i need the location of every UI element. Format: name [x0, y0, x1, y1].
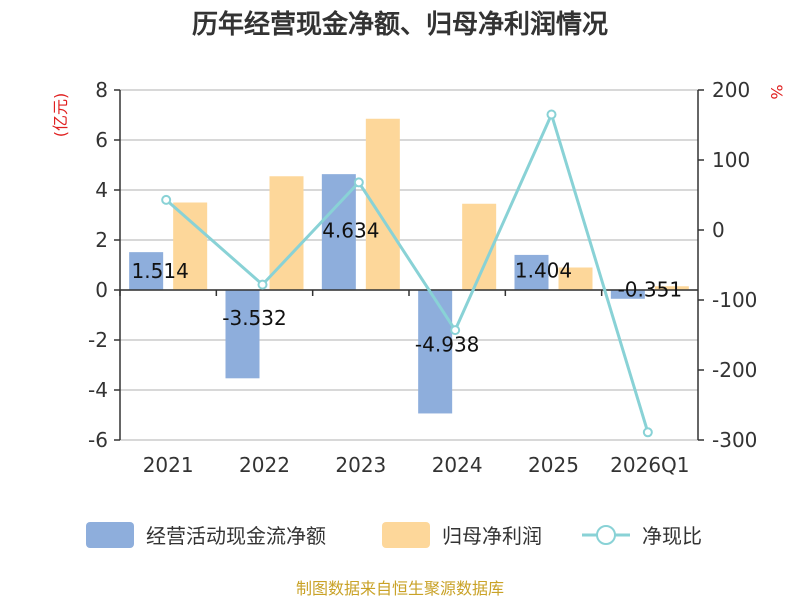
line-series [161, 109, 653, 438]
x-tick-label: 2026Q1 [610, 453, 689, 477]
x-tick-label: 2022 [239, 453, 290, 477]
right-tick-label: 0 [712, 218, 725, 242]
left-tick-label: -2 [88, 328, 108, 352]
cashflow-bar [129, 252, 164, 290]
legend-swatch-cashflow [86, 522, 134, 548]
net-cash-ratio-point [257, 279, 268, 290]
net-profit-bar [173, 202, 208, 290]
cashflow-bar [610, 290, 645, 299]
chart-title: 历年经营现金净额、归母净利润情况 [192, 9, 608, 40]
legend-swatch-ratio-marker [596, 525, 616, 545]
axes: -6 -4 -2 0 2 4 6 8 -300 -200 -100 0 100 200 2021 2022 20… [88, 78, 757, 477]
net-cash-ratio-line [165, 110, 650, 433]
right-tick-label: 200 [712, 78, 750, 102]
data-labels: 1.514 -3.532 4.634 -4.938 1.404 -0.351 [132, 219, 683, 357]
left-tick-label: 4 [95, 178, 108, 202]
net-cash-ratio-point [642, 427, 653, 438]
legend-label-net-profit: 归母净利润 [442, 524, 542, 548]
x-tick-label: 2024 [432, 453, 483, 477]
cashflow-bar [225, 290, 260, 379]
x-tick-label: 2023 [335, 453, 386, 477]
net-profit-bar [365, 118, 400, 290]
left-tick-label: 6 [95, 128, 108, 152]
cashflow-data-label: 1.404 [515, 259, 572, 283]
net-profit-bar [558, 267, 593, 290]
right-tick-label: -300 [712, 428, 757, 452]
cashflow-data-label: -0.351 [618, 277, 682, 301]
net-cash-ratio-point [546, 109, 557, 120]
legend-label-ratio: 净现比 [642, 524, 702, 548]
x-tick-label: 2021 [143, 453, 194, 477]
cashflow-bar [514, 254, 549, 290]
left-tick-label: 0 [95, 278, 108, 302]
left-tick-label: -6 [88, 428, 108, 452]
net-profit-bar [654, 286, 689, 290]
left-tick-label: 8 [95, 78, 108, 102]
cashflow-data-label: 1.514 [132, 259, 189, 283]
legend-swatch-net-profit [382, 522, 430, 548]
legend: 经营活动现金流净额 归母净利润 净现比 [86, 522, 702, 548]
cashflow-data-label: -4.938 [415, 332, 479, 356]
x-tick-label: 2025 [528, 453, 579, 477]
left-tick-label: 2 [95, 228, 108, 252]
cashflow-bar [418, 290, 453, 414]
right-tick-label: -200 [712, 358, 757, 382]
right-tick-label: -100 [712, 288, 757, 312]
left-axis-unit: (亿元) [51, 93, 70, 138]
right-tick-label: 100 [712, 148, 750, 172]
cashflow-data-label: -3.532 [222, 306, 286, 330]
data-source-note: 制图数据来自恒生聚源数据库 [296, 579, 504, 598]
bar-series [129, 118, 689, 414]
right-axis-unit: % [767, 84, 786, 99]
left-tick-label: -4 [88, 378, 108, 402]
cashflow-data-label: 4.634 [322, 219, 379, 243]
net-cash-ratio-point [161, 194, 172, 205]
legend-label-cashflow: 经营活动现金流净额 [146, 524, 326, 548]
net-cash-ratio-point [450, 325, 461, 336]
net-cash-ratio-point [353, 177, 364, 188]
